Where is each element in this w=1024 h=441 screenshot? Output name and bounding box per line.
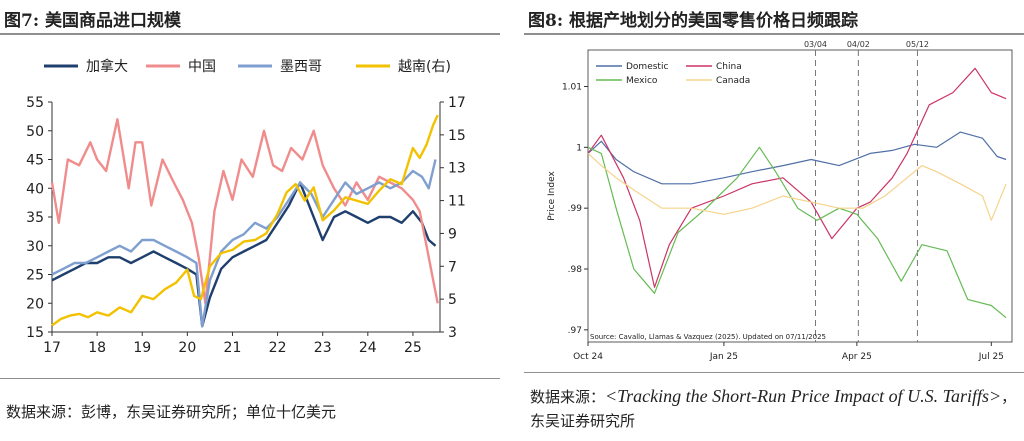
- x-tick-label: 22: [269, 340, 287, 356]
- chart-note: Source: Cavallo, Llamas & Vazquez (2025)…: [590, 333, 826, 341]
- series-line: [51, 159, 437, 328]
- y2-tick-label: 13: [448, 161, 466, 177]
- left-source: 数据来源：彭博，东吴证券研究所；单位十亿美元: [6, 403, 337, 421]
- x-tick-label: 18: [88, 340, 106, 356]
- left-foot-rule: [0, 378, 500, 379]
- series-line: [587, 131, 1007, 185]
- y-tick-label: 40: [26, 181, 44, 197]
- right-chart: .97 .98 .99 1 1.01 Oct 24 Jan 25 Apr 25 Jul 25 Pr…: [547, 40, 1013, 362]
- y2-tick-label: 5: [448, 292, 457, 308]
- y-tick-label: 15: [26, 325, 44, 341]
- y-tick-label: 1: [576, 143, 582, 153]
- legend-label: 中国: [188, 59, 216, 75]
- y-tick-label: .98: [568, 265, 583, 275]
- right-source-prefix: 数据来源：: [530, 388, 606, 406]
- y-tick-label: .97: [568, 326, 582, 336]
- left-panel-title: 图7: 美国商品进口规模: [4, 11, 182, 31]
- right-source: 数据来源：<Tracking the Short-Run Price Impac…: [530, 384, 1020, 433]
- y2-tick-label: 3: [448, 325, 457, 341]
- x-tick-label: 21: [224, 340, 242, 356]
- y-tick-label: 50: [26, 124, 44, 140]
- left-title-rule: [0, 33, 500, 35]
- right-panel-title: 图8: 根据产地划分的美国零售价格日频跟踪: [528, 11, 859, 31]
- legend-label: 加拿大: [86, 58, 128, 75]
- legend-label: Domestic: [626, 62, 668, 72]
- x-tick-label: Oct 24: [573, 352, 603, 362]
- y2-tick-label: 17: [448, 95, 466, 111]
- x-tick-label: Jul 25: [978, 352, 1004, 362]
- series-line: [51, 181, 437, 328]
- right-source-italic: <Tracking the Short-Run Price Impact of …: [605, 386, 1002, 406]
- y-tick-label: 55: [26, 95, 44, 111]
- x-tick-label: 20: [178, 340, 196, 356]
- series-line: [51, 114, 439, 327]
- right-foot-rule: [524, 372, 1024, 373]
- x-tick-label: 25: [404, 340, 422, 356]
- y-tick-label: 45: [26, 153, 44, 169]
- y-tick-label: 25: [26, 268, 44, 284]
- y-tick-label: .99: [568, 204, 583, 214]
- series-line: [587, 152, 1007, 221]
- plot-frame: [587, 49, 1013, 343]
- legend-label: 越南(右): [398, 59, 451, 75]
- series-line: [587, 146, 1007, 319]
- y-axis-label: Price Index: [547, 171, 557, 221]
- legend-label: Mexico: [626, 76, 658, 86]
- y-tick-label: 20: [26, 296, 44, 312]
- legend-label: 墨西哥: [280, 59, 322, 75]
- x-tick-label: 23: [314, 340, 332, 356]
- x-tick-label: Apr 25: [842, 352, 872, 362]
- left-panel: 图7: 美国商品进口规模 15 20 25 30 35 40 45 50 55 3 5 7 9 11 13 1…: [0, 0, 500, 441]
- legend-label: China: [716, 62, 742, 72]
- x-tick-label: 24: [359, 340, 377, 356]
- series-line: [587, 67, 1007, 288]
- y2-tick-label: 11: [448, 194, 466, 210]
- x-tick-label: Jan 25: [709, 352, 738, 362]
- y-tick-label: 1.01: [562, 83, 582, 93]
- x-tick-label: 17: [43, 340, 61, 356]
- y2-tick-label: 9: [448, 226, 457, 242]
- right-title-rule: [524, 33, 1024, 35]
- event-label: 04/02: [847, 40, 870, 49]
- y2-tick-label: 7: [448, 259, 457, 275]
- y2-tick-label: 15: [448, 128, 466, 144]
- series-line: [50, 118, 439, 305]
- right-source-suffix: ，东吴证券研究所: [530, 388, 1017, 430]
- x-tick-label: 19: [133, 340, 151, 356]
- legend-label: Canada: [716, 76, 750, 86]
- right-panel: 图8: 根据产地划分的美国零售价格日频跟踪 .97 .98 .99 1 1.01 Oct …: [524, 0, 1024, 441]
- event-label: 05/12: [906, 40, 929, 49]
- y-tick-label: 35: [26, 210, 44, 226]
- y-tick-label: 30: [26, 239, 44, 255]
- event-label: 03/04: [804, 40, 827, 49]
